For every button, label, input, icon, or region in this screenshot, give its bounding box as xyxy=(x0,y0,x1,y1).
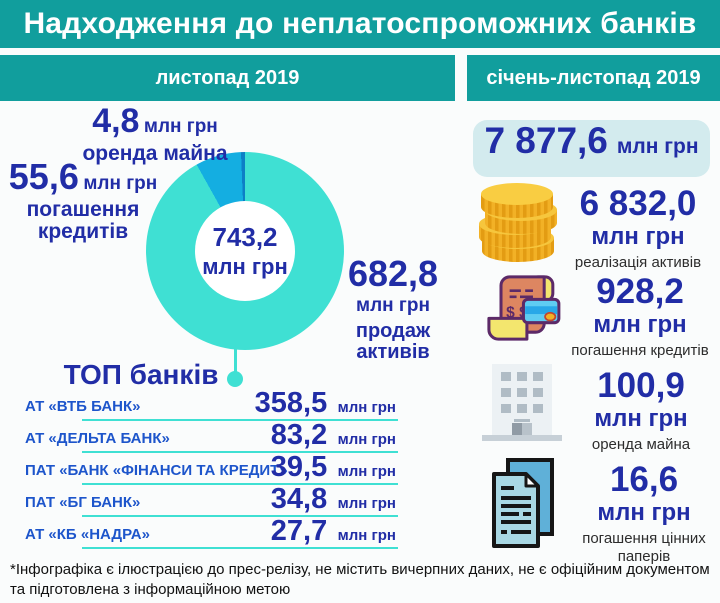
realization-item: 6 832,0 млн грн реалізація активів xyxy=(563,186,713,272)
bank-value: 34,8 млн грн xyxy=(271,483,396,516)
building-icon xyxy=(480,362,564,442)
segment-label-credits: 55,6 млн грн погашення кредитів xyxy=(8,158,158,243)
page-title: Надходження до неплатоспроможних банків xyxy=(23,7,697,40)
page-title-bar: Надходження до неплатоспроможних банків xyxy=(0,0,720,48)
sales-label: продаж активів xyxy=(355,319,431,363)
bank-value: 27,7 млн грн xyxy=(271,515,396,548)
receipt-card-icon: $ $ xyxy=(476,270,564,346)
property-rent-label: оренда майна xyxy=(591,436,691,454)
bank-unit: млн грн xyxy=(337,463,396,480)
total-value: 7 877,6 xyxy=(484,120,608,161)
bank-value: 39,5 млн грн xyxy=(271,451,396,484)
bank-unit: млн грн xyxy=(337,431,396,448)
securities-value: 16,6 xyxy=(609,460,679,499)
bank-amount: 39,5 xyxy=(270,451,328,483)
bank-amount: 358,5 xyxy=(254,387,328,419)
bank-row: ПАТ «БГ БАНК» 34,8 млн грн xyxy=(25,483,398,517)
realization-value: 6 832,0 xyxy=(579,184,697,223)
bank-value: 83,2 млн грн xyxy=(271,419,396,452)
bank-name: АТ «ДЕЛЬТА БАНК» xyxy=(25,430,170,447)
bank-unit: млн грн xyxy=(337,399,396,416)
donut-total-value: 743,2 xyxy=(212,222,278,252)
bank-amount: 27,7 xyxy=(270,515,328,547)
securities-label: погашення цінних паперів xyxy=(582,530,706,565)
connector-line xyxy=(234,349,237,375)
total-unit: млн грн xyxy=(616,135,699,158)
donut-chart: 743,2 млн грн xyxy=(146,152,344,350)
disclaimer-note: *Інфографіка є ілюстрацією до прес-реліз… xyxy=(10,561,710,599)
segment-label-sales: 682,8 млн грн продаж активів xyxy=(318,255,468,363)
bank-name: АТ «КБ «НАДРА» xyxy=(25,526,150,543)
loan-repayment-value: 928,2 xyxy=(596,272,684,311)
coins-icon xyxy=(474,182,562,264)
total-amount-box: 7 877,6 млн грн xyxy=(473,120,710,177)
loan-repayment-item: 928,2 млн грн погашення кредитів xyxy=(565,274,715,360)
bank-row: АТ «ДЕЛЬТА БАНК» 83,2 млн грн xyxy=(25,419,398,453)
rent-value: 4,8 xyxy=(92,102,140,140)
segment-label-rent: 4,8 млн грн оренда майна xyxy=(72,102,238,165)
bank-unit: млн грн xyxy=(337,527,396,544)
bank-unit: млн грн xyxy=(337,495,396,512)
sales-value: 682,8 xyxy=(347,253,439,294)
realization-label: реалізація активів xyxy=(574,254,702,272)
bank-row: АТ «ВТБ БАНК» 358,5 млн грн xyxy=(25,387,398,421)
securities-item: 16,6 млн грн погашення цінних паперів xyxy=(575,462,713,565)
donut-total-unit: млн грн xyxy=(202,254,288,279)
donut-center-total: 743,2 млн грн xyxy=(195,201,295,301)
bank-amount: 83,2 xyxy=(270,419,328,451)
bank-name: АТ «ВТБ БАНК» xyxy=(25,398,141,415)
column-header-jan-nov: січень-листопад 2019 xyxy=(467,55,720,101)
loan-repayment-unit: млн грн xyxy=(593,311,687,338)
bank-name: ПАТ «БГ БАНК» xyxy=(25,494,141,511)
securities-unit: млн грн xyxy=(597,499,691,526)
bank-amount: 34,8 xyxy=(270,483,328,515)
row-divider xyxy=(82,515,398,517)
column-header-november: листопад 2019 xyxy=(0,55,455,101)
credits-unit: млн грн xyxy=(83,173,158,194)
realization-unit: млн грн xyxy=(591,223,685,250)
loan-repayment-label: погашення кредитів xyxy=(571,342,709,360)
row-divider xyxy=(82,483,398,485)
connector-dot xyxy=(227,371,243,387)
credits-label: погашення кредитів xyxy=(26,197,140,243)
bank-row: ПАТ «БАНК «ФІНАНСИ ТА КРЕДИТ» 39,5 млн г… xyxy=(25,451,398,485)
sales-unit: млн грн xyxy=(356,294,430,316)
bank-row: АТ «КБ «НАДРА» 27,7 млн грн xyxy=(25,515,398,549)
rent-label: оренда майна xyxy=(82,141,228,165)
rent-unit: млн грн xyxy=(143,116,218,137)
row-divider xyxy=(82,451,398,453)
row-divider xyxy=(82,547,398,549)
property-rent-unit: млн грн xyxy=(594,405,688,432)
top-banks-title: ТОП банків xyxy=(63,359,219,390)
documents-icon xyxy=(486,457,558,551)
top-banks-list: АТ «ВТБ БАНК» 358,5 млн грн АТ «ДЕЛЬТА Б… xyxy=(25,387,398,549)
row-divider xyxy=(82,419,398,421)
bank-name: ПАТ «БАНК «ФІНАНСИ ТА КРЕДИТ» xyxy=(25,462,288,479)
credits-value: 55,6 xyxy=(8,156,79,197)
property-rent-item: 100,9 млн грн оренда майна xyxy=(570,368,712,454)
bank-value: 358,5 млн грн xyxy=(255,387,396,420)
property-rent-value: 100,9 xyxy=(597,366,685,405)
